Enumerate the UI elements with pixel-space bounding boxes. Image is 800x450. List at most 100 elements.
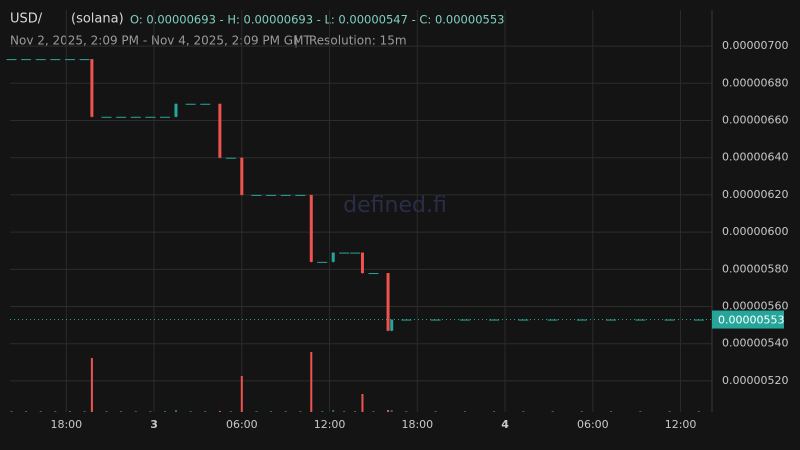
volume-bar xyxy=(83,411,86,412)
candle-body xyxy=(518,319,529,321)
candle-body xyxy=(606,319,617,321)
volume-bar xyxy=(90,358,93,412)
y-tick-label: 0.00000620 xyxy=(722,188,788,201)
volume-bar xyxy=(164,411,167,412)
candle-body xyxy=(309,194,313,262)
candle-body xyxy=(350,252,361,254)
candle-body xyxy=(225,157,236,159)
y-tick-label: 0.00000560 xyxy=(722,300,788,313)
volume-bar xyxy=(120,411,123,412)
candle-body xyxy=(90,59,94,117)
volume-bar xyxy=(240,376,243,412)
candle-body xyxy=(317,261,328,263)
volume-bar xyxy=(189,411,192,412)
volume-bar xyxy=(204,411,207,412)
candle-body xyxy=(251,194,262,196)
candle-body xyxy=(21,59,32,61)
volume-bar xyxy=(434,411,437,412)
volume-bar xyxy=(68,411,71,412)
x-tick-label: 18:00 xyxy=(401,418,433,431)
last-price-box xyxy=(712,310,784,329)
candle-body xyxy=(459,319,470,321)
candle-body xyxy=(240,157,244,195)
candle-body xyxy=(390,319,394,331)
volume-bar xyxy=(493,411,496,412)
volume-bar xyxy=(134,411,137,412)
candle-body xyxy=(174,103,178,117)
x-tick-label: 18:00 xyxy=(50,418,82,431)
subtitle: Nov 2, 2025, 2:09 PM - Nov 4, 2025, 2:09… xyxy=(10,34,311,48)
x-tick-label: 4 xyxy=(501,418,509,431)
volume-bar xyxy=(610,411,613,412)
volume-bar xyxy=(39,411,42,412)
y-tick-label: 0.00000520 xyxy=(722,374,788,387)
volume-bar xyxy=(463,411,466,412)
y-tick-label: 0.00000680 xyxy=(722,76,788,89)
resolution: Resolution: 15m xyxy=(309,34,407,48)
candle-body xyxy=(386,273,390,331)
x-tick-label: 06:00 xyxy=(577,418,609,431)
ohlc-text: O: 0.00000693 - H: 0.00000693 - L: 0.000… xyxy=(130,13,504,27)
y-tick-label: 0.00000640 xyxy=(722,151,788,164)
volume-bar xyxy=(361,394,364,412)
y-tick-label: 0.00000660 xyxy=(722,113,788,126)
candle-body xyxy=(295,194,306,196)
candle-body xyxy=(664,319,675,321)
volume-bar xyxy=(255,411,258,412)
volume-bar xyxy=(522,411,525,412)
candle-body xyxy=(576,319,587,321)
separator: | xyxy=(294,34,298,48)
x-tick-label: 06:00 xyxy=(226,418,258,431)
volume-bar xyxy=(299,411,302,412)
volume-bar xyxy=(387,410,390,412)
candle-body xyxy=(35,59,46,61)
candle-body xyxy=(160,116,171,118)
candle-body xyxy=(266,194,277,196)
candle-body xyxy=(635,319,646,321)
volume-bar xyxy=(105,411,108,412)
volume-bar xyxy=(343,411,346,412)
candle-body xyxy=(360,252,364,274)
volume-bar xyxy=(372,411,375,412)
volume-bar xyxy=(405,411,408,412)
candle-body xyxy=(280,194,291,196)
volume-bar xyxy=(10,411,13,412)
candle-body xyxy=(339,252,350,254)
volume-bar xyxy=(390,410,393,412)
candle-body xyxy=(101,116,112,118)
candle-body xyxy=(145,116,156,118)
volume-bar xyxy=(310,352,313,412)
x-tick-label: 12:00 xyxy=(665,418,697,431)
candle-body xyxy=(6,59,17,61)
x-tick-label: 12:00 xyxy=(314,418,346,431)
volume-bar xyxy=(270,411,273,412)
candle-body xyxy=(331,252,335,262)
volume-bar xyxy=(668,411,671,412)
volume-bar xyxy=(25,411,28,412)
candle-body xyxy=(200,103,211,105)
candle-body xyxy=(64,59,75,61)
watermark: defined.fi xyxy=(343,193,447,218)
candle-body xyxy=(430,319,441,321)
volume-bar xyxy=(332,410,335,412)
y-tick-label: 0.00000600 xyxy=(722,225,788,238)
volume-bar xyxy=(321,411,324,412)
volume-bar xyxy=(174,410,177,412)
volume-bar xyxy=(697,411,700,412)
y-tick-label: 0.00000580 xyxy=(722,262,788,275)
volume-bar xyxy=(551,411,554,412)
candle-body xyxy=(218,103,222,158)
volume-bar xyxy=(639,411,642,412)
candle-body xyxy=(116,116,127,118)
y-tick-label: 0.00000540 xyxy=(722,337,788,350)
x-tick-label: 3 xyxy=(150,418,158,431)
volume-bar xyxy=(354,411,357,412)
volume-bar xyxy=(580,411,583,412)
candle-body xyxy=(368,273,379,275)
candle-body xyxy=(79,59,90,61)
network: (solana) xyxy=(71,12,124,27)
volume-bar xyxy=(284,411,287,412)
candle-body xyxy=(50,59,61,61)
